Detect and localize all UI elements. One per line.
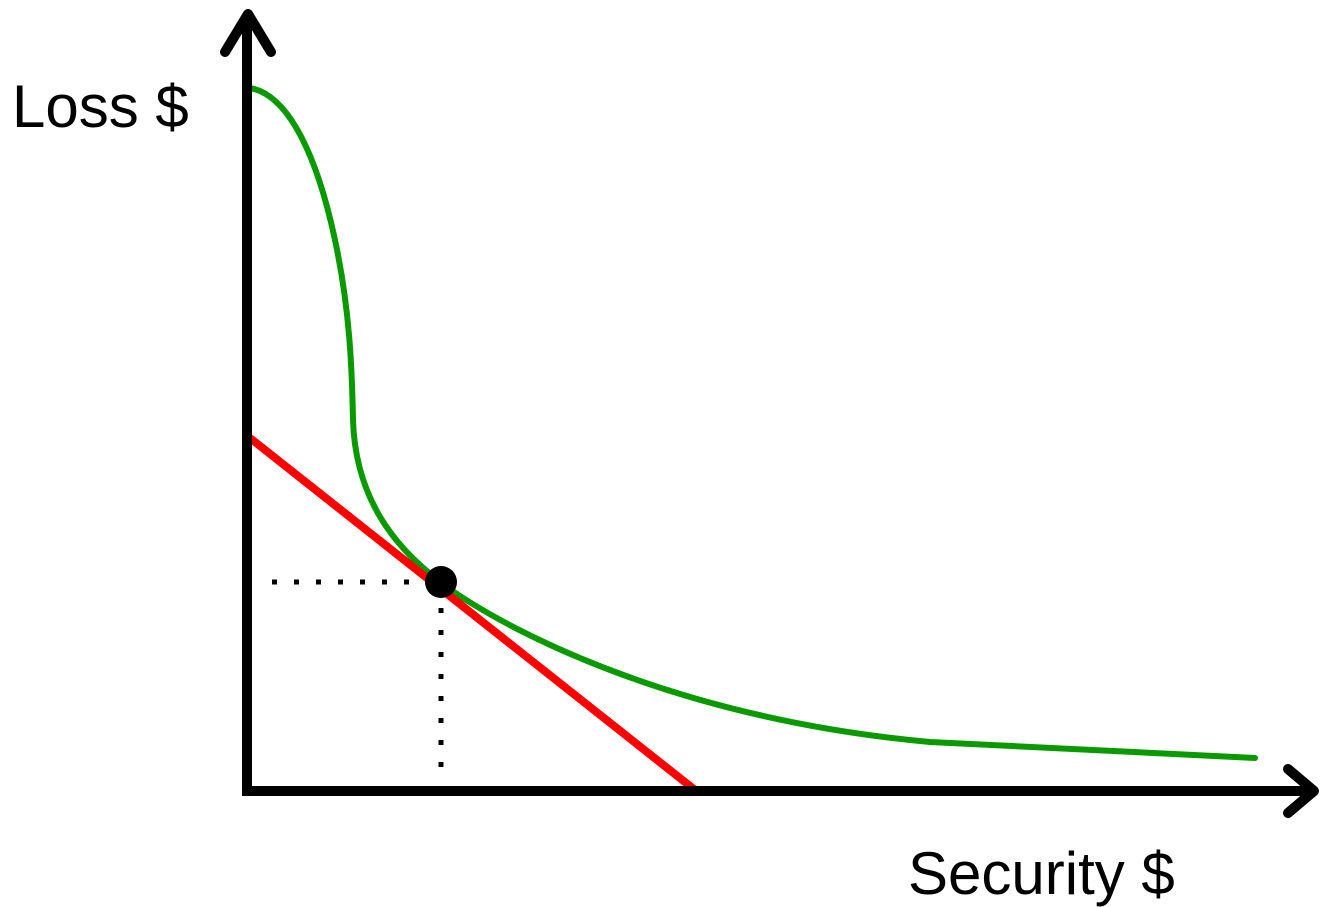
x-axis-label: Security $ — [908, 840, 1175, 907]
loss-curve — [247, 85, 1258, 761]
x-axis-arrowhead — [1283, 764, 1319, 818]
optimum-point — [425, 566, 457, 598]
budget-line — [247, 434, 698, 794]
y-axis-arrowhead — [220, 9, 276, 57]
y-axis-label: Loss $ — [12, 73, 189, 140]
